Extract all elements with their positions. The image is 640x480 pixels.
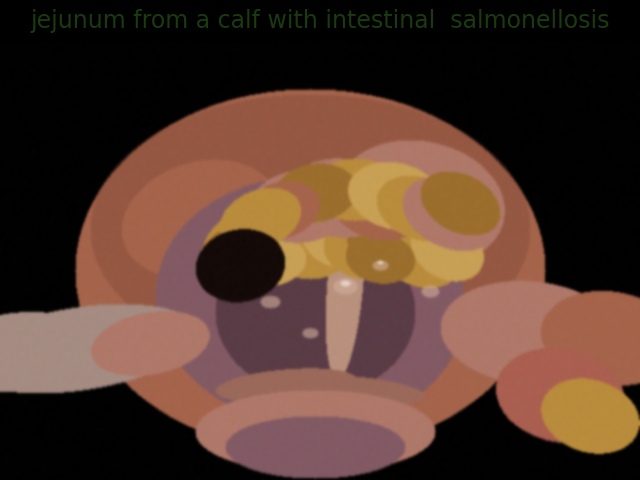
- Text: jejunum from a calf with intestinal  salmonellosis: jejunum from a calf with intestinal salm…: [30, 9, 610, 33]
